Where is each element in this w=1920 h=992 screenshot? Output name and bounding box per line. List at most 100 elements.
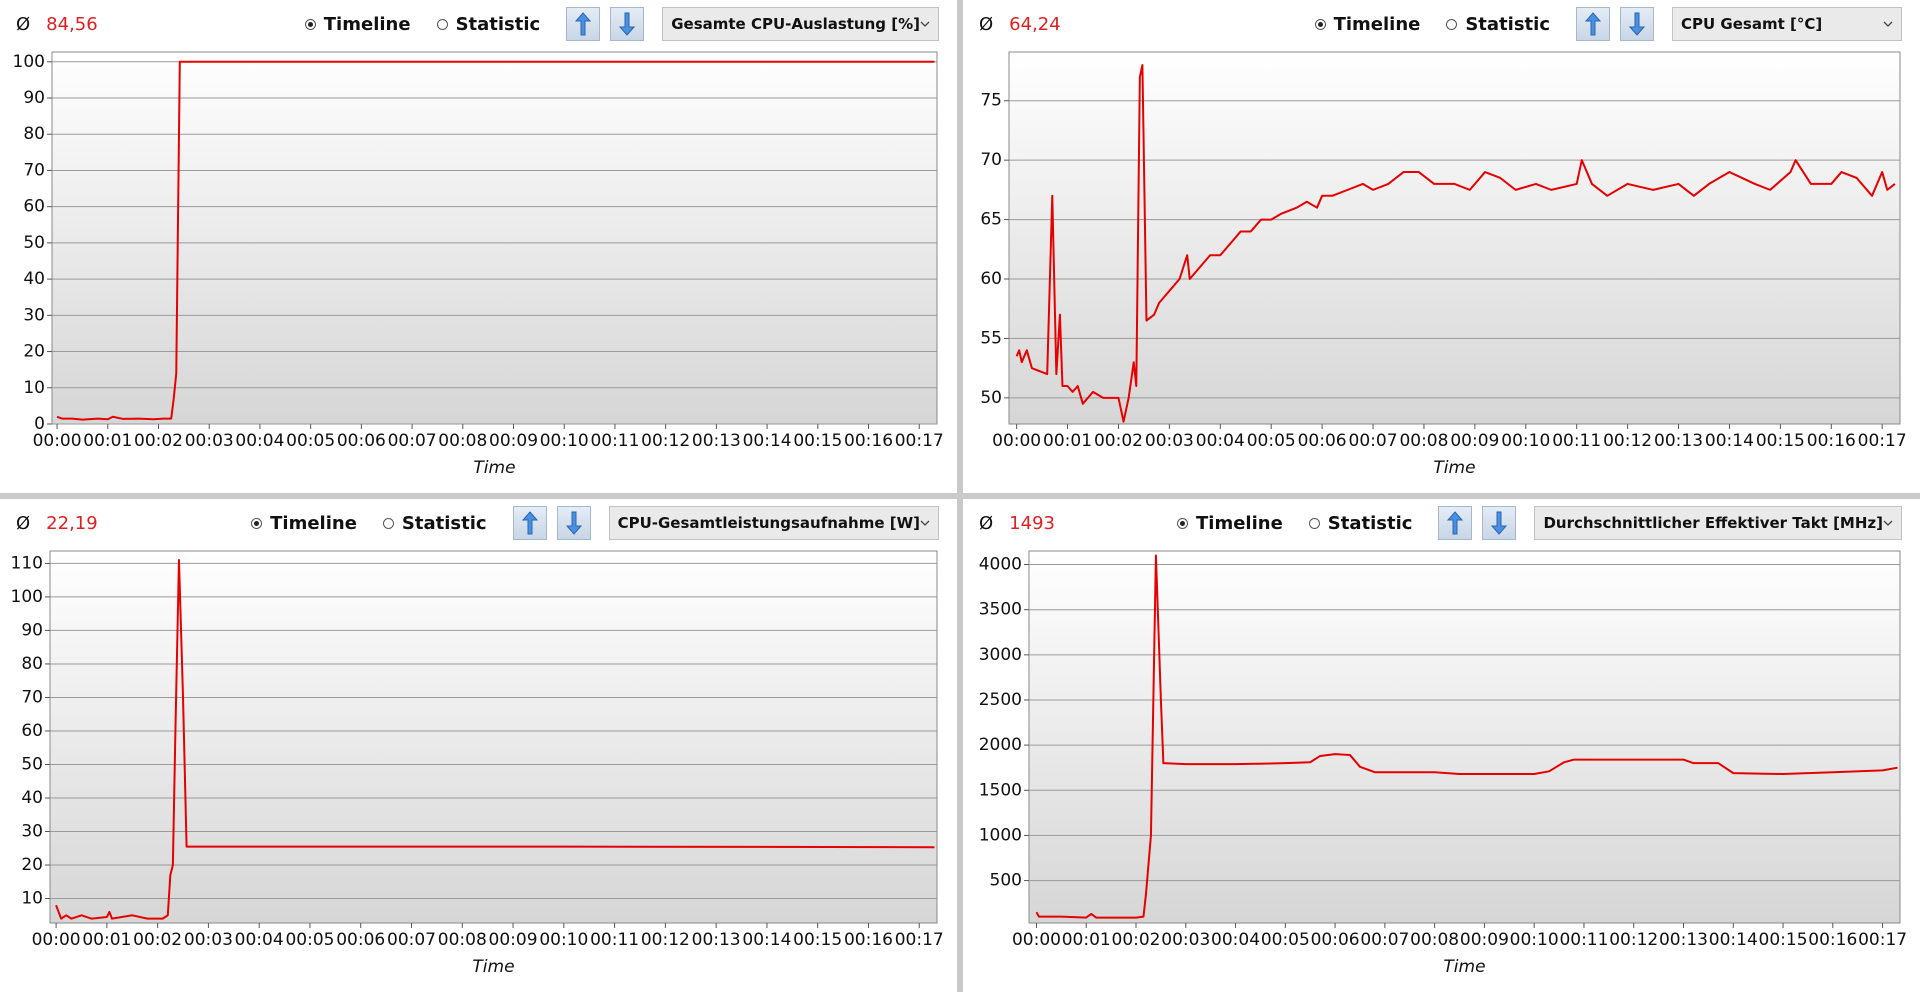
average-value: 64,24 <box>1009 13 1061 35</box>
chevron-icon <box>1883 21 1893 27</box>
x-tick-label: 00:02 <box>1112 930 1161 950</box>
x-tick-label: 00:03 <box>184 930 233 950</box>
average-value: 1493 <box>1009 512 1055 534</box>
x-tick-label: 00:05 <box>286 431 335 451</box>
mode-radio[interactable]: Statistic <box>1308 513 1412 534</box>
move-down-button[interactable] <box>1620 7 1654 41</box>
chart-panel: Ø 22,19 Timeline Statistic CPU-Gesamtleistun… <box>0 499 957 992</box>
x-tick-label: 00:08 <box>1399 431 1448 451</box>
chevron <box>920 21 930 27</box>
x-tick-label: 00:16 <box>1808 930 1857 950</box>
x-tick-label: 00:15 <box>793 930 842 950</box>
chart-panel: Ø 84,56 Timeline Statistic Gesamte CPU-Ausla… <box>0 0 957 493</box>
plot-area <box>51 51 938 425</box>
x-tick-label: 00:01 <box>82 930 131 950</box>
x-tick-label: 00:16 <box>844 431 893 451</box>
x-tick-label: 00:09 <box>489 930 538 950</box>
x-tick-label: 00:10 <box>1510 930 1559 950</box>
move-up-button[interactable] <box>1438 506 1473 540</box>
chevron <box>1883 21 1893 27</box>
radio-dot <box>436 18 448 30</box>
sensor-dropdown[interactable]: Gesamte CPU-Auslastung [%] <box>662 7 939 41</box>
arrow <box>1585 12 1601 36</box>
y-tick-label: 500 <box>990 871 1022 891</box>
y-tick-label: 55 <box>980 328 1002 348</box>
x-tick-label: 00:00 <box>992 431 1041 451</box>
y-tick-label: 60 <box>21 721 43 741</box>
move-down-button[interactable] <box>556 506 591 540</box>
radio-dot <box>304 18 316 30</box>
radio-dot <box>1177 517 1189 529</box>
x-axis-label: Time <box>1433 458 1475 478</box>
y-tick-label: 1500 <box>979 780 1022 800</box>
x-tick-label: 00:07 <box>1360 930 1409 950</box>
x-tick-label: 00:01 <box>1043 431 1092 451</box>
radio-dot <box>1308 517 1320 529</box>
x-tick-label: 00:08 <box>438 431 487 451</box>
move-up-button[interactable] <box>1576 7 1610 41</box>
y-tick-label: 3500 <box>979 600 1022 620</box>
x-tick-label: 00:11 <box>1559 930 1608 950</box>
x-tick-label: 00:02 <box>1094 431 1143 451</box>
average-value: 84,56 <box>46 13 98 35</box>
y-tick-label: 80 <box>23 124 45 144</box>
mode-radio[interactable]: Timeline <box>1314 13 1421 35</box>
chevron-icon <box>920 520 930 526</box>
data-line <box>1035 554 1898 919</box>
sensor-dropdown[interactable]: CPU Gesamt [°C] <box>1672 7 1902 41</box>
x-tick-label: 00:13 <box>1654 431 1703 451</box>
data-line <box>1015 64 1896 423</box>
mode-radio[interactable]: Statistic <box>1446 14 1550 35</box>
move-up-button[interactable] <box>566 7 601 41</box>
move-up-button[interactable] <box>512 506 547 540</box>
chart-header: Ø 22,19 Timeline Statistic CPU-Gesamtleistun… <box>0 499 957 547</box>
x-tick-label: 00:07 <box>388 431 437 451</box>
x-tick-label: 00:13 <box>1659 930 1708 950</box>
x-tick-label: 00:00 <box>33 431 82 451</box>
data-line <box>56 60 935 421</box>
y-tick-label: 60 <box>23 197 45 217</box>
y-tick-label: 70 <box>980 150 1002 170</box>
chevron <box>1883 520 1893 526</box>
mode-radio[interactable]: Statistic <box>382 513 487 534</box>
y-tick-label: 10 <box>23 378 45 398</box>
radio-label: Timeline <box>270 512 357 534</box>
y-tick-label: 60 <box>980 269 1002 289</box>
y-tick-label: 50 <box>21 754 43 774</box>
y-tick-label: 40 <box>23 269 45 289</box>
y-tick-label: 75 <box>980 91 1002 111</box>
plot-area <box>1008 51 1901 425</box>
mode-radio[interactable]: Statistic <box>436 14 540 35</box>
x-axis-label: Time <box>472 957 514 977</box>
arrow-down-icon <box>1491 511 1508 535</box>
x-tick-label: 00:03 <box>185 431 234 451</box>
x-tick-label: 00:03 <box>1161 930 1210 950</box>
radio-label: Timeline <box>1333 13 1421 35</box>
mode-radio[interactable]: Timeline <box>304 14 411 35</box>
y-tick-label: 80 <box>21 654 43 674</box>
y-tick-label: 65 <box>980 210 1002 230</box>
plot-area <box>1028 550 1901 924</box>
x-tick-label: 00:17 <box>895 431 944 451</box>
sensor-dropdown[interactable]: Durchschnittlicher Effektiver Takt [MHz] <box>1534 506 1902 540</box>
y-tick-label: 0 <box>34 414 45 434</box>
x-tick-label: 00:00 <box>32 930 81 950</box>
move-down-button[interactable] <box>610 7 645 41</box>
radio-label: Statistic <box>1465 13 1550 35</box>
sensor-dropdown[interactable]: CPU-Gesamtleistungsaufnahme [W] <box>608 506 939 540</box>
x-tick-label: 00:06 <box>337 431 386 451</box>
move-down-button[interactable] <box>1482 506 1517 540</box>
x-tick-label: 00:05 <box>1261 930 1310 950</box>
average-symbol: Ø <box>16 512 31 534</box>
x-tick-label: 00:13 <box>692 431 741 451</box>
mode-radio[interactable]: Timeline <box>251 513 357 534</box>
x-tick-label: 00:11 <box>1552 431 1601 451</box>
chevron-icon <box>920 21 930 27</box>
x-tick-label: 00:09 <box>489 431 538 451</box>
mode-radio[interactable]: Timeline <box>1177 513 1283 534</box>
x-tick-label: 00:07 <box>387 930 436 950</box>
